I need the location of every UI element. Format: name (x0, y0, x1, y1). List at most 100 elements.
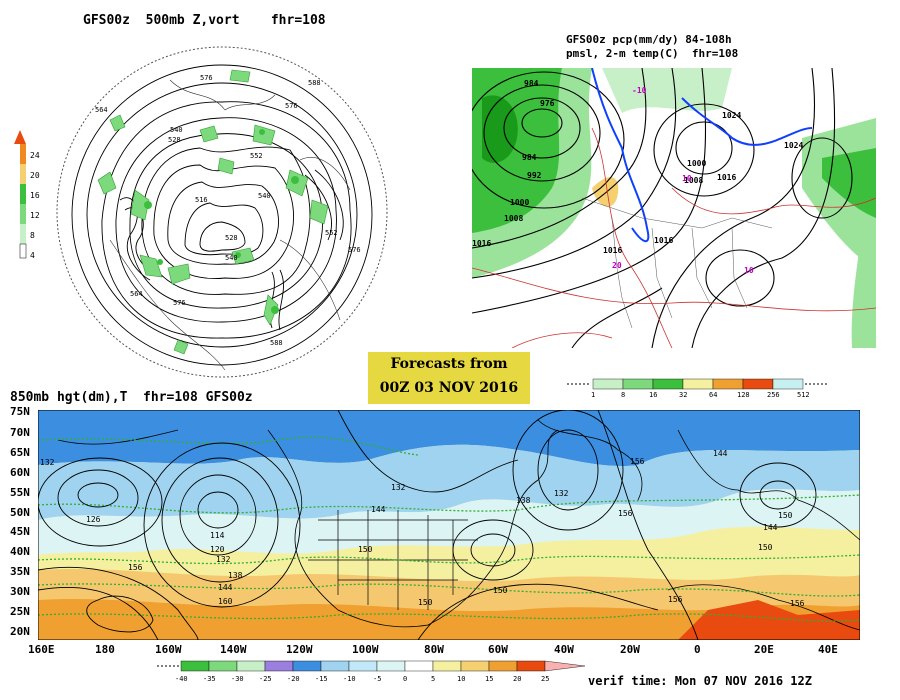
svg-text:976: 976 (540, 99, 555, 108)
svg-text:1016: 1016 (717, 173, 736, 182)
verif-time: verif time: Mon 07 NOV 2016 12Z (588, 674, 812, 688)
panel-precip-title-line2: pmsl, 2-m temp(C) fhr=108 (566, 47, 739, 60)
colorbar-500mb (14, 130, 27, 259)
svg-text:552: 552 (325, 229, 338, 237)
svg-text:540: 540 (170, 126, 183, 134)
panel-500mb-title: GFS00z 500mb Z,vort fhr=108 (83, 13, 326, 28)
svg-text:138: 138 (228, 571, 243, 580)
svg-text:156: 156 (630, 457, 645, 466)
panel-850mb-title: 850mb hgt(dm),T fhr=108 GFS00z (10, 390, 253, 405)
svg-text:-10: -10 (632, 86, 647, 95)
svg-text:1024: 1024 (784, 141, 803, 150)
svg-text:-35: -35 (203, 675, 216, 683)
colorbar-precip: 1 8 16 32 64 128 256 512 (567, 378, 827, 398)
svg-text:552: 552 (250, 152, 263, 160)
svg-text:16: 16 (649, 391, 657, 398)
svg-text:25: 25 (541, 675, 549, 683)
svg-text:576: 576 (285, 102, 298, 110)
svg-text:128: 128 (737, 391, 750, 398)
lat-label: 45N (10, 525, 30, 538)
svg-text:-30: -30 (231, 675, 244, 683)
svg-text:120: 120 (210, 545, 225, 554)
lon-label: 160W (155, 643, 182, 656)
svg-text:114: 114 (210, 531, 225, 540)
svg-text:564: 564 (130, 290, 143, 298)
lat-label: 65N (10, 446, 30, 459)
svg-text:984: 984 (524, 79, 539, 88)
svg-text:1016: 1016 (654, 236, 673, 245)
lon-label: 20W (620, 643, 640, 656)
svg-text:138: 138 (516, 496, 531, 505)
svg-text:156: 156 (668, 595, 683, 604)
svg-text:528: 528 (225, 234, 238, 242)
svg-text:1008: 1008 (684, 176, 703, 185)
lon-label: 160E (28, 643, 55, 656)
lat-label: 25N (10, 605, 30, 618)
svg-text:576: 576 (173, 299, 186, 307)
lat-label: 40N (10, 545, 30, 558)
svg-text:1000: 1000 (687, 159, 706, 168)
svg-text:150: 150 (493, 586, 508, 595)
svg-text:-20: -20 (287, 675, 300, 683)
svg-text:150: 150 (758, 543, 773, 552)
svg-text:564: 564 (95, 106, 108, 114)
lon-label: 20E (754, 643, 774, 656)
svg-text:150: 150 (358, 545, 373, 554)
lat-label: 70N (10, 426, 30, 439)
lon-label: 40W (554, 643, 574, 656)
svg-text:-10: -10 (343, 675, 356, 683)
svg-text:132: 132 (554, 489, 569, 498)
forecast-init-box: Forecasts from 00Z 03 NOV 2016 (368, 352, 530, 404)
svg-text:5: 5 (431, 675, 435, 683)
svg-text:20: 20 (513, 675, 521, 683)
lat-label: 55N (10, 486, 30, 499)
forecast-line2: 00Z 03 NOV 2016 (379, 380, 519, 396)
svg-text:992: 992 (527, 171, 542, 180)
svg-text:516: 516 (195, 196, 208, 204)
svg-text:-5: -5 (373, 675, 381, 683)
svg-text:1: 1 (591, 391, 595, 398)
svg-text:1016: 1016 (603, 246, 622, 255)
colorbar-500mb-labels: 24 20 16 12 8 4 (30, 151, 40, 260)
svg-text:144: 144 (218, 583, 233, 592)
svg-text:32: 32 (679, 391, 687, 398)
lon-label: 0 (694, 643, 701, 656)
lat-label: 20N (10, 625, 30, 638)
lon-label: 60W (488, 643, 508, 656)
svg-text:528: 528 (168, 136, 181, 144)
svg-text:156: 156 (790, 599, 805, 608)
svg-text:132: 132 (216, 555, 231, 564)
svg-text:64: 64 (709, 391, 717, 398)
svg-text:-40: -40 (175, 675, 188, 683)
colorbar-850mb: -40 -35 -30 -25 -20 -15 -10 -5 0 5 10 15… (157, 660, 586, 683)
lat-label: 50N (10, 506, 30, 519)
svg-text:576: 576 (348, 246, 361, 254)
svg-text:150: 150 (778, 511, 793, 520)
svg-text:0: 0 (403, 675, 407, 683)
lon-label: 140W (220, 643, 247, 656)
svg-text:576: 576 (200, 74, 213, 82)
svg-text:20: 20 (612, 261, 622, 270)
forecast-line1: Forecasts from (390, 356, 508, 372)
svg-text:540: 540 (225, 254, 238, 262)
svg-text:10: 10 (457, 675, 465, 683)
svg-text:588: 588 (308, 79, 321, 87)
svg-text:132: 132 (391, 483, 406, 492)
svg-text:1000: 1000 (510, 198, 529, 207)
lat-label: 35N (10, 565, 30, 578)
lon-label: 40E (818, 643, 838, 656)
panel-precip-title-line1: GFS00z pcp(mm/dy) 84-108h (566, 33, 732, 46)
svg-text:10: 10 (682, 174, 692, 183)
lon-label: 100W (352, 643, 379, 656)
lon-label: 80W (424, 643, 444, 656)
svg-text:984: 984 (522, 153, 537, 162)
svg-text:150: 150 (418, 598, 433, 607)
svg-text:540: 540 (258, 192, 271, 200)
svg-text:126: 126 (86, 515, 101, 524)
svg-text:-25: -25 (259, 675, 272, 683)
svg-text:156: 156 (618, 509, 633, 518)
svg-text:-15: -15 (315, 675, 328, 683)
svg-text:15: 15 (485, 675, 493, 683)
svg-text:1024: 1024 (722, 111, 741, 120)
svg-text:1008: 1008 (504, 214, 523, 223)
